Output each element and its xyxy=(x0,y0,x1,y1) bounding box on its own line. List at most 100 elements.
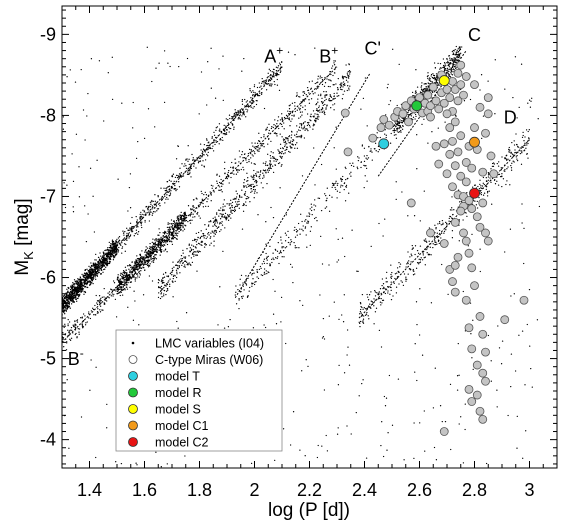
lmc-variable-dot xyxy=(111,240,114,242)
lmc-variable-dot xyxy=(252,101,254,103)
lmc-variable-dot xyxy=(452,66,454,68)
lmc-variable-dot xyxy=(342,185,344,187)
lmc-variable-dot xyxy=(237,169,239,171)
lmc-variable-dot xyxy=(513,161,515,163)
lmc-variable-dot xyxy=(331,99,333,102)
lmc-variable-dot xyxy=(342,81,345,83)
lmc-variable-dot xyxy=(71,292,73,295)
lmc-variable-dot xyxy=(283,138,286,141)
lmc-variable-dot xyxy=(99,311,102,313)
lmc-variable-dot xyxy=(403,118,405,120)
lmc-variable-dot xyxy=(185,219,188,222)
lmc-variable-dot xyxy=(87,269,89,272)
lmc-variable-dot xyxy=(159,247,161,249)
lmc-variable-dot xyxy=(157,196,159,198)
lmc-variable-dot xyxy=(222,206,224,208)
lmc-variable-dot xyxy=(278,150,280,152)
lmc-variable-dot xyxy=(84,291,87,294)
lmc-variable-dot xyxy=(398,122,400,125)
lmc-variable-dot xyxy=(308,212,310,214)
lmc-variable-dot xyxy=(134,263,137,265)
lmc-variable-dot xyxy=(152,257,155,260)
lmc-variable-dot xyxy=(88,271,90,273)
lmc-variable-dot xyxy=(155,238,157,240)
lmc-variable-dot xyxy=(129,281,131,283)
lmc-variable-dot xyxy=(342,86,344,88)
lmc-variable-dot xyxy=(263,260,265,263)
lmc-variable-dot xyxy=(236,205,238,207)
lmc-variable-dot xyxy=(231,201,234,204)
lmc-variable-dot xyxy=(245,108,247,110)
lmc-variable-dot xyxy=(332,74,334,77)
lmc-variable-dot xyxy=(382,283,385,285)
lmc-variable-dot xyxy=(397,131,399,133)
lmc-variable-dot xyxy=(143,211,145,213)
lmc-variable-dot xyxy=(281,117,283,119)
lmc-variable-dot xyxy=(322,108,324,110)
lmc-variable-dot xyxy=(400,126,402,129)
lmc-variable-dot xyxy=(437,84,439,87)
lmc-variable-dot xyxy=(228,114,231,116)
lmc-variable-dot xyxy=(169,283,171,285)
lmc-variable-dot xyxy=(210,236,212,238)
lmc-variable-dot xyxy=(276,250,279,252)
lmc-variable-dot xyxy=(527,142,529,145)
lmc-variable-dot xyxy=(269,165,272,167)
lmc-variable-dot xyxy=(336,87,339,89)
lmc-variable-dot xyxy=(451,59,454,62)
lmc-variable-dot xyxy=(149,263,151,265)
lmc-variable-dot xyxy=(350,175,352,177)
lmc-variable-dot xyxy=(243,179,246,181)
lmc-variable-dot xyxy=(252,183,254,186)
lmc-variable-dot xyxy=(229,213,231,216)
lmc-variable-dot xyxy=(149,255,151,258)
lmc-variable-dot xyxy=(136,257,139,260)
lmc-variable-dot xyxy=(167,191,170,193)
lmc-variable-dot xyxy=(79,277,82,279)
lmc-variable-dot xyxy=(172,228,174,230)
lmc-variable-dot xyxy=(227,215,229,217)
lmc-variable-dot xyxy=(270,83,272,85)
lmc-variable-dot xyxy=(304,108,306,111)
lmc-variable-dot xyxy=(284,145,286,148)
lmc-variable-dot xyxy=(299,111,302,113)
lmc-variable-dot xyxy=(126,232,128,235)
lmc-variable-dot xyxy=(245,280,247,282)
lmc-variable-dot xyxy=(223,209,225,211)
lmc-variable-dot xyxy=(450,73,452,75)
lmc-variable-dot xyxy=(193,199,195,201)
lmc-variable-dot xyxy=(258,82,260,84)
lmc-variable-dot xyxy=(185,167,188,170)
lmc-variable-dot xyxy=(86,282,88,285)
lmc-variable-dot xyxy=(378,291,380,293)
lmc-variable-dot xyxy=(506,168,508,170)
lmc-variable-dot xyxy=(361,144,364,146)
lmc-variable-dot xyxy=(72,282,74,284)
lmc-variable-dot xyxy=(526,144,528,146)
lmc-variable-dot xyxy=(205,138,208,140)
lmc-variable-dot xyxy=(201,192,203,195)
lmc-variable-dot xyxy=(146,208,149,210)
lmc-variable-dot xyxy=(227,171,229,174)
lmc-variable-dot xyxy=(103,287,105,290)
lmc-variable-dot xyxy=(318,197,321,200)
lmc-variable-dot xyxy=(147,253,149,255)
lmc-variable-dot xyxy=(243,156,245,159)
lmc-variable-dot xyxy=(188,255,190,257)
lmc-variable-dot xyxy=(69,338,71,340)
lmc-variable-dot xyxy=(156,208,159,210)
lmc-variable-dot xyxy=(255,174,257,176)
lmc-variable-dot xyxy=(160,280,163,282)
lmc-variable-dot xyxy=(443,68,446,70)
lmc-variable-dot xyxy=(153,255,155,258)
lmc-variable-dot xyxy=(139,265,141,267)
lmc-variable-dot xyxy=(133,235,135,237)
lmc-variable-dot xyxy=(410,253,412,255)
lmc-variable-dot xyxy=(183,165,185,167)
lmc-variable-dot xyxy=(72,300,74,302)
lmc-variable-dot xyxy=(231,212,233,215)
lmc-variable-dot xyxy=(268,68,270,70)
lmc-variable-dot xyxy=(260,267,262,270)
lmc-variable-dot xyxy=(450,62,452,65)
lmc-variable-dot xyxy=(259,147,261,149)
